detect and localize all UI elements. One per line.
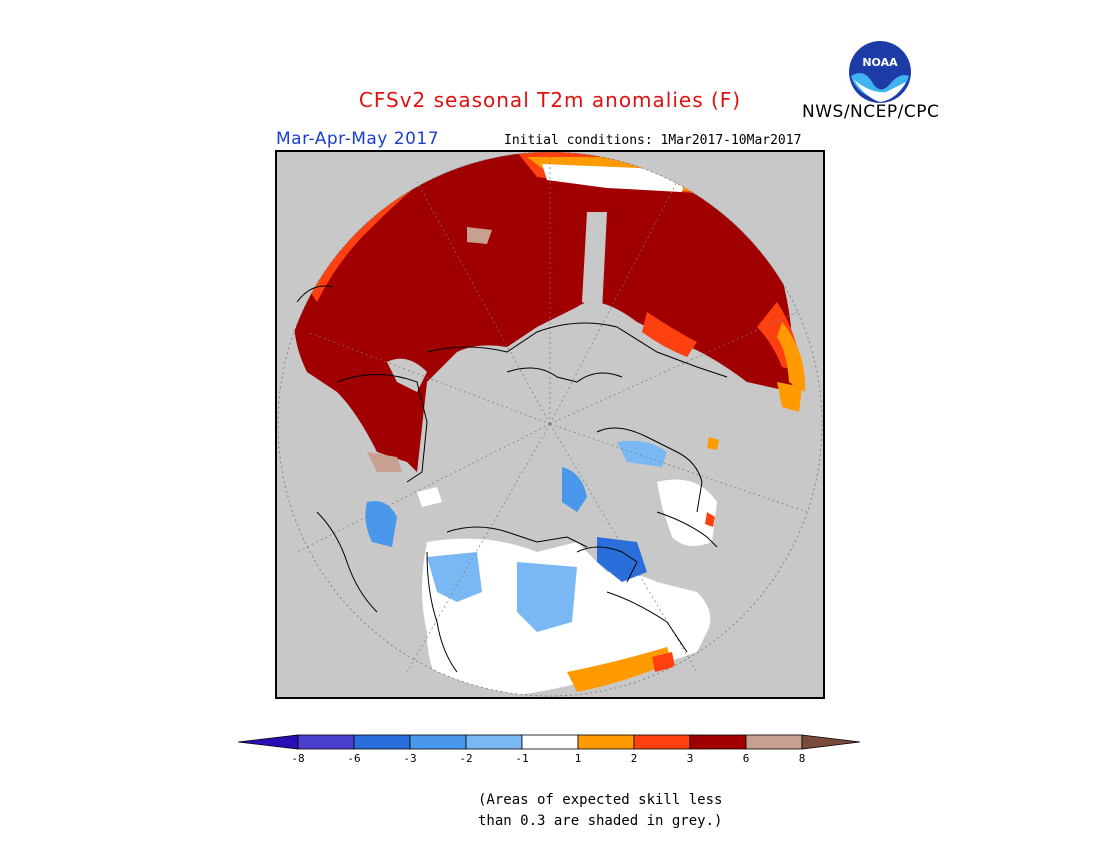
anomaly-region [567, 647, 672, 692]
skill-note: (Areas of expected skill less than 0.3 a… [478, 790, 738, 832]
anomaly-region [642, 312, 697, 357]
anomaly-region [617, 440, 667, 467]
map-title: CFSv2 seasonal T2m anomalies (F) [358, 88, 742, 112]
anomaly-region [293, 152, 793, 472]
agency-label: NWS/NCEP/CPC [802, 102, 940, 122]
anomaly-region [427, 552, 482, 602]
logo-text: NOAA [862, 56, 898, 69]
season-label: Mar-Apr-May 2017 [276, 129, 440, 149]
anomaly-region [365, 501, 397, 547]
skill-note-line: (Areas of expected skill less [478, 792, 723, 808]
colorbar-label: 3 [686, 752, 694, 765]
anomaly-region [367, 452, 402, 472]
anomaly-region [517, 562, 577, 632]
colorbar-label: -1 [515, 752, 529, 765]
colorbar [238, 734, 861, 750]
anomaly-region [307, 177, 427, 302]
anomaly-region [657, 479, 717, 546]
colorbar-label: -8 [291, 752, 305, 765]
colorbar-label: 8 [798, 752, 806, 765]
anomaly-region [777, 322, 806, 392]
noaa-logo-icon: NOAA [849, 41, 911, 103]
anomaly-region [705, 512, 715, 527]
polar-map [275, 150, 825, 699]
colorbar-label: 6 [742, 752, 750, 765]
map-canvas [277, 152, 823, 697]
initial-conditions-label: Initial conditions: 1Mar2017-10Mar2017 [504, 133, 802, 148]
colorbar-label: 1 [574, 752, 582, 765]
anomaly-region [777, 382, 802, 412]
colorbar-label: -2 [459, 752, 473, 765]
colorbar-label: 2 [630, 752, 638, 765]
colorbar-label: -6 [347, 752, 361, 765]
anomaly-region [652, 652, 675, 672]
anomaly-region [707, 437, 719, 450]
colorbar-label: -3 [403, 752, 417, 765]
anomaly-region [417, 487, 442, 507]
skill-note-line: than 0.3 are shaded in grey.) [478, 813, 723, 829]
anomaly-region [562, 467, 587, 512]
